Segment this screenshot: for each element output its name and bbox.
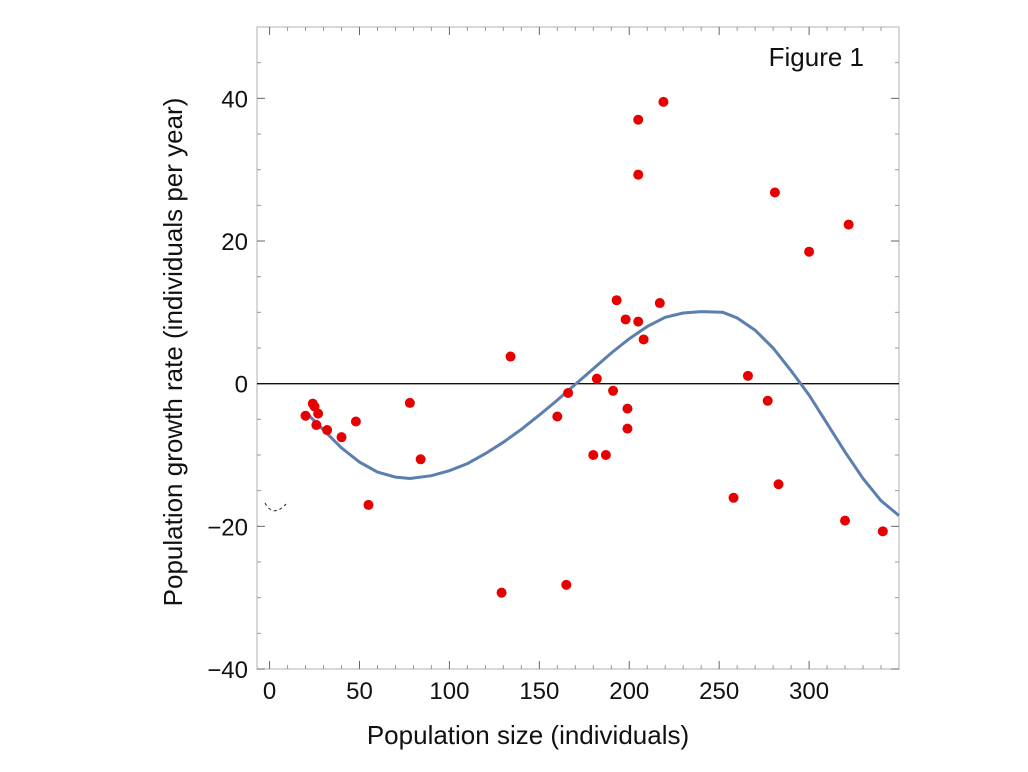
x-tick-label: 100 [429,678,469,705]
data-point [762,395,773,406]
data-point [496,587,507,598]
data-point [415,454,426,465]
y-tick-label: 40 [221,86,248,113]
data-point [622,403,633,414]
data-point [633,316,644,327]
x-tick-label: 300 [789,678,829,705]
data-point [773,479,784,490]
data-point [363,499,374,510]
y-axis-ticks: −40 −20 0 20 40 [207,62,899,684]
data-point [336,432,347,443]
data-point [840,515,851,526]
y-tick-label: 0 [235,372,248,399]
data-point [600,450,611,460]
data-point [742,370,753,381]
x-tick-label: 150 [519,678,559,705]
data-point [611,295,622,306]
data-point [638,334,649,345]
data-point [350,416,361,427]
data-point [311,420,322,431]
y-tick-label: −20 [207,514,248,541]
x-tick-label: 50 [346,678,373,705]
data-point [658,96,669,107]
data-point [591,373,602,384]
data-point [552,411,563,422]
data-point [804,246,815,257]
data-point [633,169,644,180]
data-point [633,114,644,125]
data-point [313,408,324,419]
fitted-curve [304,310,900,517]
y-tick-label: −40 [207,657,248,684]
data-point [608,385,619,396]
data-point [404,397,415,408]
data-point [505,351,516,362]
data-point [728,492,739,503]
data-point [620,314,631,325]
y-tick-label: 20 [221,229,248,256]
x-axis-ticks: 0 50 100 150 200 250 300 [263,27,882,705]
x-tick-label: 250 [699,678,739,705]
x-tick-label: 200 [609,678,649,705]
data-point [877,526,888,537]
plot-frame [256,26,900,670]
data-point [654,298,665,309]
data-point [322,425,333,436]
data-point [561,579,572,590]
y-axis-title: Population growth rate (individuals per … [158,98,188,607]
data-point [769,187,780,198]
data-point [300,410,311,421]
figure-annotation: Figure 1 [769,42,864,72]
data-points [300,96,888,598]
data-point [622,423,633,434]
data-point [563,387,574,398]
data-point [843,219,854,230]
dashed-curve-fragment [264,502,287,512]
data-point [588,450,599,460]
x-tick-label: 0 [263,678,276,705]
x-axis-title: Population size (individuals) [367,720,689,750]
